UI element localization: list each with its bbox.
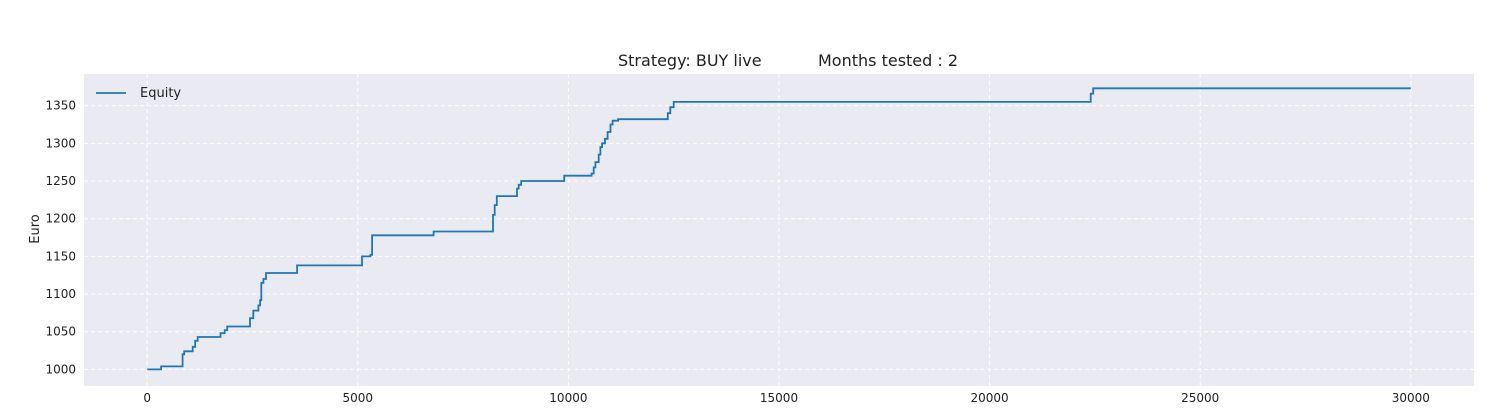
tick-labels: 0 5000 10000 15000 20000 25000 30000 1000 1050 11…	[45, 99, 1429, 405]
x-tick-label: 5000	[343, 391, 374, 405]
grid-lines	[84, 74, 1474, 386]
chart-title-months: Months tested : 2	[818, 51, 958, 70]
y-tick-label: 1200	[45, 212, 76, 226]
y-tick-label: 1000	[45, 362, 76, 376]
legend: Equity	[96, 86, 181, 101]
legend-label-equity: Equity	[140, 86, 181, 101]
y-tick-label: 1050	[45, 325, 76, 339]
x-tick-label: 15000	[760, 391, 798, 405]
y-tick-label: 1100	[45, 287, 76, 301]
y-tick-label: 1250	[45, 174, 76, 188]
y-axis-label: Euro	[28, 214, 43, 244]
x-tick-label: 30000	[1392, 391, 1430, 405]
x-tick-label: 10000	[549, 391, 587, 405]
chart-title-strategy: Strategy: BUY live	[618, 51, 762, 70]
y-tick-label: 1350	[45, 99, 76, 113]
y-tick-label: 1300	[45, 136, 76, 150]
equity-series-line	[147, 87, 1411, 371]
y-tick-label: 1150	[45, 249, 76, 263]
x-tick-label: 25000	[1181, 391, 1219, 405]
x-tick-label: 0	[143, 391, 151, 405]
x-tick-label: 20000	[971, 391, 1009, 405]
